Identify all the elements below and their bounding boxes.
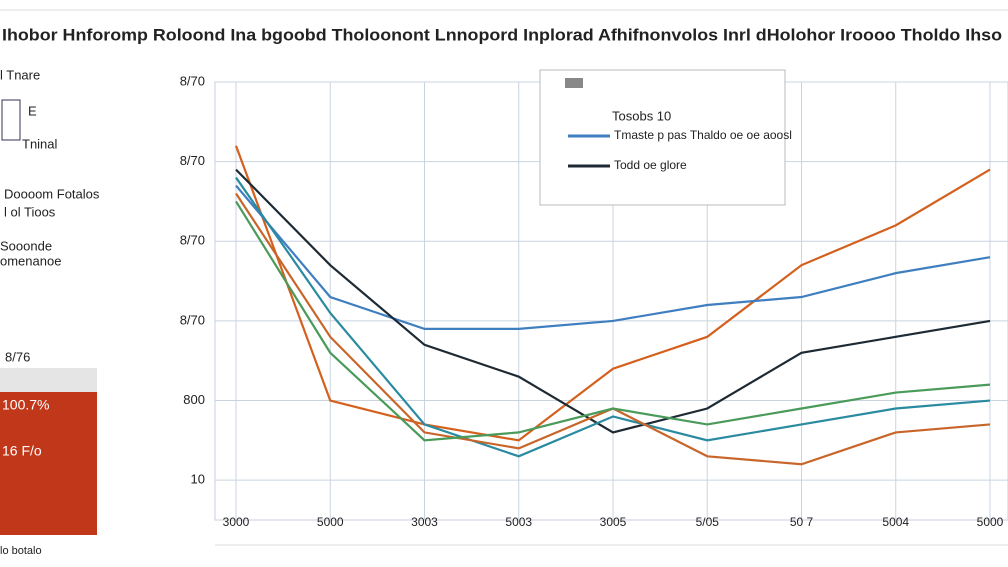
red-block-label: 100.7% [2, 397, 49, 413]
sidebar-label: omenanoe [0, 253, 61, 268]
icon [1, 99, 21, 141]
y-tick-label: 10 [191, 472, 205, 487]
legend-icon [565, 78, 583, 88]
gray-block-label: 8/76 [5, 349, 30, 364]
legend-label: Tmaste p pas Thaldo oe oe aoosl [614, 128, 792, 142]
series-line [235, 168, 991, 434]
y-tick-label: 8/70 [180, 233, 205, 248]
y-tick-label: 800 [183, 392, 205, 407]
sidebar-label: l Tnare [0, 67, 40, 82]
series-line [234, 145, 991, 442]
red-block [0, 392, 97, 535]
series-line [235, 200, 991, 442]
x-tick-label: 50 7 [790, 515, 814, 529]
sidebar-footer: lo botalo [0, 545, 42, 557]
gray-block [0, 368, 97, 392]
sidebar-label: Sooonde [0, 238, 52, 253]
sidebar-label: Doooom Fotalos [4, 186, 100, 201]
x-tick-label: 3003 [411, 515, 438, 529]
y-tick-label: 8/70 [180, 153, 205, 168]
sidebar-label: E [28, 103, 37, 118]
x-tick-label: 5003 [505, 515, 532, 529]
sidebar-label: Tninal [22, 136, 58, 151]
legend-label: Todd oe glore [614, 158, 687, 172]
series-line [235, 176, 991, 458]
y-tick-label: 8/70 [180, 312, 205, 327]
x-tick-label: 5/05 [696, 515, 720, 529]
x-tick-label: 5004 [882, 515, 909, 529]
red-block-label: 16 F/o [2, 443, 42, 459]
x-tick-label: 5000 [317, 515, 344, 529]
y-tick-label: 8/70 [180, 73, 205, 88]
legend-title: Tosobs 10 [612, 108, 671, 123]
x-tick-label: 3000 [223, 515, 250, 529]
x-tick-label: 5000 [977, 515, 1004, 529]
chart-title: Ihobor Hnforomp Roloond Ina bgoobd Tholo… [2, 25, 1002, 44]
series-line [235, 184, 991, 330]
sidebar-label: l ol Tioos [4, 204, 56, 219]
x-tick-label: 3005 [600, 515, 627, 529]
